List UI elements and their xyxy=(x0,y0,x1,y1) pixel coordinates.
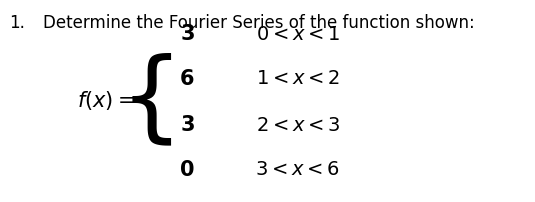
Text: $0 < x < 1$: $0 < x < 1$ xyxy=(256,25,340,44)
Text: 0: 0 xyxy=(180,160,195,180)
Text: 1.: 1. xyxy=(10,14,26,32)
Text: 3: 3 xyxy=(180,24,195,44)
Text: 3: 3 xyxy=(180,115,195,135)
Text: $1 < x < 2$: $1 < x < 2$ xyxy=(256,69,340,88)
Text: 6: 6 xyxy=(180,69,195,89)
Text: $f(x) =$: $f(x) =$ xyxy=(77,89,135,113)
Text: $3 < x < 6$: $3 < x < 6$ xyxy=(256,160,340,179)
Text: {: { xyxy=(119,53,183,149)
Text: Determine the Fourier Series of the function shown:: Determine the Fourier Series of the func… xyxy=(43,14,475,32)
Text: $2 < x < 3$: $2 < x < 3$ xyxy=(256,116,340,135)
